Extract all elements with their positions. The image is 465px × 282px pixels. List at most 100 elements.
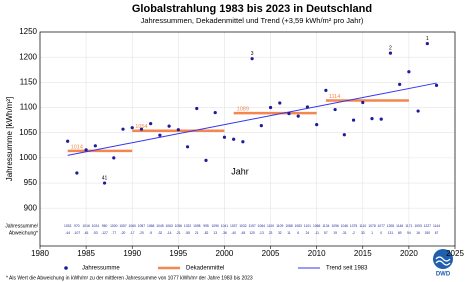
y-tick-label: 1200 [19, 52, 37, 61]
table-deviation: -107 [74, 231, 81, 235]
data-point [232, 137, 236, 141]
table-deviation: -13 [259, 231, 264, 235]
data-point [361, 100, 365, 105]
data-point [333, 107, 337, 112]
data-point [287, 111, 291, 116]
table-value: 1134 [322, 224, 329, 228]
table-deviation: 94 [407, 231, 411, 235]
table-value: 1068 [147, 224, 155, 228]
data-point [296, 114, 300, 118]
table-value: 995 [203, 224, 209, 228]
table-deviation: -36 [222, 231, 227, 235]
table-value: 1056 [175, 224, 183, 228]
data-point [167, 124, 171, 128]
data-point [204, 158, 208, 162]
table-deviation: 32 [278, 231, 282, 235]
data-point [370, 117, 374, 121]
table-value: 1046 [341, 224, 349, 228]
table-value: 970 [74, 224, 80, 228]
logo-text: DWD [436, 272, 451, 278]
table-deviation: -20 [121, 231, 126, 235]
table-value: 1197 [249, 224, 256, 228]
x-tick-label: 2020 [400, 249, 418, 258]
table-deviation: 24 [306, 231, 310, 235]
table-label: Abweichung* [9, 230, 38, 236]
rank-label: 41 [102, 175, 108, 181]
table-label: Jahressumme/ [5, 223, 38, 229]
table-value: 1101 [304, 224, 311, 228]
table-deviation: -82 [204, 231, 209, 235]
table-value: 1032 [239, 224, 247, 228]
data-point [185, 145, 190, 149]
data-point [434, 83, 439, 87]
table-value: 1093 [414, 224, 422, 228]
data-point [241, 140, 245, 144]
data-point [342, 133, 346, 137]
data-point [315, 123, 319, 127]
data-point [305, 105, 310, 109]
data-point [268, 105, 273, 110]
table-value: 1110 [359, 224, 366, 228]
decade-mean-label: 1014 [71, 144, 83, 150]
table-deviation: -2 [352, 231, 355, 235]
footnote: * Als Wert die Abweichung in kWh/m² zu d… [6, 275, 253, 281]
table-value: 1078 [368, 224, 376, 228]
table-deviation: -55 [185, 231, 190, 235]
table-value: 1075 [350, 224, 358, 228]
table-deviation: 131 [388, 231, 394, 235]
data-point [75, 171, 79, 175]
data-point [158, 133, 162, 137]
table-deviation: 23 [269, 231, 273, 235]
table-value: 1227 [424, 224, 432, 228]
table-deviation: 33 [361, 231, 365, 235]
data-point [149, 122, 153, 126]
table-deviation: 13 [213, 231, 217, 235]
table-deviation: 150 [425, 231, 431, 235]
data-point [213, 110, 217, 115]
data-point [388, 51, 393, 55]
table-value: 1100 [267, 224, 274, 228]
table-deviation: 6 [297, 231, 299, 235]
table-deviation: 19 [333, 231, 337, 235]
x-tick-label: 1980 [31, 249, 49, 258]
x-tick-label: 1995 [169, 249, 187, 258]
table-value: 1024 [92, 224, 100, 228]
y-axis-label: Jahressumme [kWh/m²] [5, 97, 14, 181]
table-deviation: 67 [435, 231, 439, 235]
rank-label: 1 [426, 36, 429, 42]
table-value: 1022 [184, 224, 192, 228]
table-deviation: -31 [342, 231, 347, 235]
y-tick-label: 1000 [19, 153, 37, 162]
data-point [324, 88, 328, 93]
table-value: 1109 [276, 224, 283, 228]
table-value: 1057 [138, 224, 146, 228]
data-point [66, 139, 70, 143]
x-tick-label: 2015 [354, 249, 372, 258]
table-deviation: 120 [249, 231, 255, 235]
trend-line [67, 82, 437, 156]
table-value: 1063 [165, 224, 173, 228]
table-deviation: -40 [231, 231, 236, 235]
plot-frame [39, 31, 456, 247]
table-value: 1064 [258, 224, 266, 228]
data-point [93, 144, 97, 148]
rank-label: 2 [389, 45, 392, 51]
rank-label: 3 [251, 51, 254, 57]
x-tick-label: 1990 [123, 249, 141, 258]
table-value: 1057 [119, 224, 127, 228]
table-value: 1088 [285, 224, 293, 228]
y-tick-label: 1050 [19, 128, 37, 137]
table-deviation: -61 [84, 231, 89, 235]
logo-waves [435, 256, 451, 266]
table-value: 1083 [295, 224, 303, 228]
data-point [102, 181, 107, 185]
table-deviation: -77 [111, 231, 116, 235]
data-point [176, 128, 180, 132]
x-tick-label: 2000 [216, 249, 234, 258]
data-point [398, 82, 402, 86]
y-tick-label: 1150 [20, 77, 38, 86]
x-tick-label: 2025 [446, 249, 464, 258]
legend-label: Dekadenmittel [186, 266, 224, 272]
table-value: 1041 [221, 224, 229, 228]
